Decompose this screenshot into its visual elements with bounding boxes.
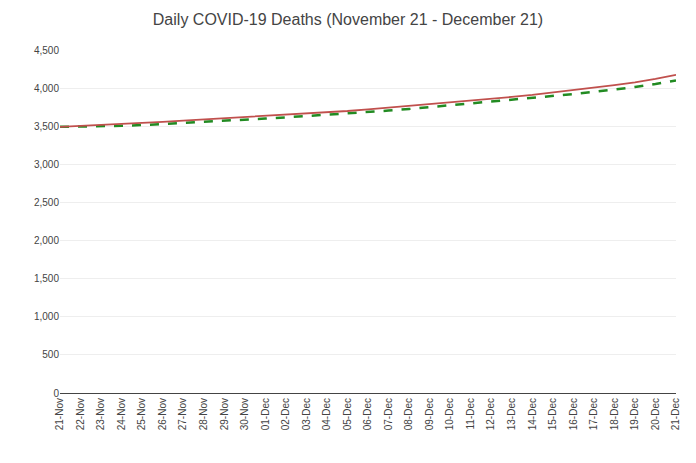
- svg-text:24-Nov: 24-Nov: [116, 398, 127, 430]
- svg-text:21-Dec: 21-Dec: [670, 398, 681, 430]
- svg-text:19-Dec: 19-Dec: [629, 398, 640, 430]
- svg-text:Daily COVID-19 Deaths (Novembe: Daily COVID-19 Deaths (November 21 - Dec…: [153, 11, 543, 28]
- svg-text:18-Dec: 18-Dec: [609, 398, 620, 430]
- svg-text:05-Dec: 05-Dec: [342, 398, 353, 430]
- svg-text:10-Dec: 10-Dec: [444, 398, 455, 430]
- svg-text:16-Dec: 16-Dec: [568, 398, 579, 430]
- svg-text:11-Dec: 11-Dec: [465, 398, 476, 430]
- svg-text:0: 0: [53, 388, 59, 399]
- svg-text:1,000: 1,000: [34, 311, 59, 322]
- svg-text:26-Nov: 26-Nov: [157, 398, 168, 430]
- svg-text:12-Dec: 12-Dec: [485, 398, 496, 430]
- svg-text:09-Dec: 09-Dec: [424, 398, 435, 430]
- svg-text:01-Dec: 01-Dec: [260, 398, 271, 430]
- svg-text:04-Dec: 04-Dec: [321, 398, 332, 430]
- svg-text:28-Nov: 28-Nov: [198, 398, 209, 430]
- svg-text:03-Dec: 03-Dec: [301, 398, 312, 430]
- svg-text:08-Dec: 08-Dec: [403, 398, 414, 430]
- svg-text:17-Dec: 17-Dec: [588, 398, 599, 430]
- svg-text:4,000: 4,000: [34, 83, 59, 94]
- svg-text:02-Dec: 02-Dec: [280, 398, 291, 430]
- svg-text:27-Nov: 27-Nov: [177, 398, 188, 430]
- svg-text:2,500: 2,500: [34, 197, 59, 208]
- svg-text:20-Dec: 20-Dec: [650, 398, 661, 430]
- svg-text:23-Nov: 23-Nov: [95, 398, 106, 430]
- svg-text:30-Nov: 30-Nov: [239, 398, 250, 430]
- svg-text:22-Nov: 22-Nov: [75, 398, 86, 430]
- svg-text:3,500: 3,500: [34, 121, 59, 132]
- svg-text:15-Dec: 15-Dec: [547, 398, 558, 430]
- svg-text:3,000: 3,000: [34, 159, 59, 170]
- svg-text:14-Dec: 14-Dec: [527, 398, 538, 430]
- svg-text:29-Nov: 29-Nov: [219, 398, 230, 430]
- svg-text:1,500: 1,500: [34, 273, 59, 284]
- svg-text:500: 500: [42, 349, 59, 360]
- svg-text:13-Dec: 13-Dec: [506, 398, 517, 430]
- svg-text:25-Nov: 25-Nov: [136, 398, 147, 430]
- svg-text:4,500: 4,500: [34, 45, 59, 56]
- svg-text:07-Dec: 07-Dec: [383, 398, 394, 430]
- svg-text:21-Nov: 21-Nov: [54, 398, 65, 430]
- svg-text:2,000: 2,000: [34, 235, 59, 246]
- svg-text:06-Dec: 06-Dec: [362, 398, 373, 430]
